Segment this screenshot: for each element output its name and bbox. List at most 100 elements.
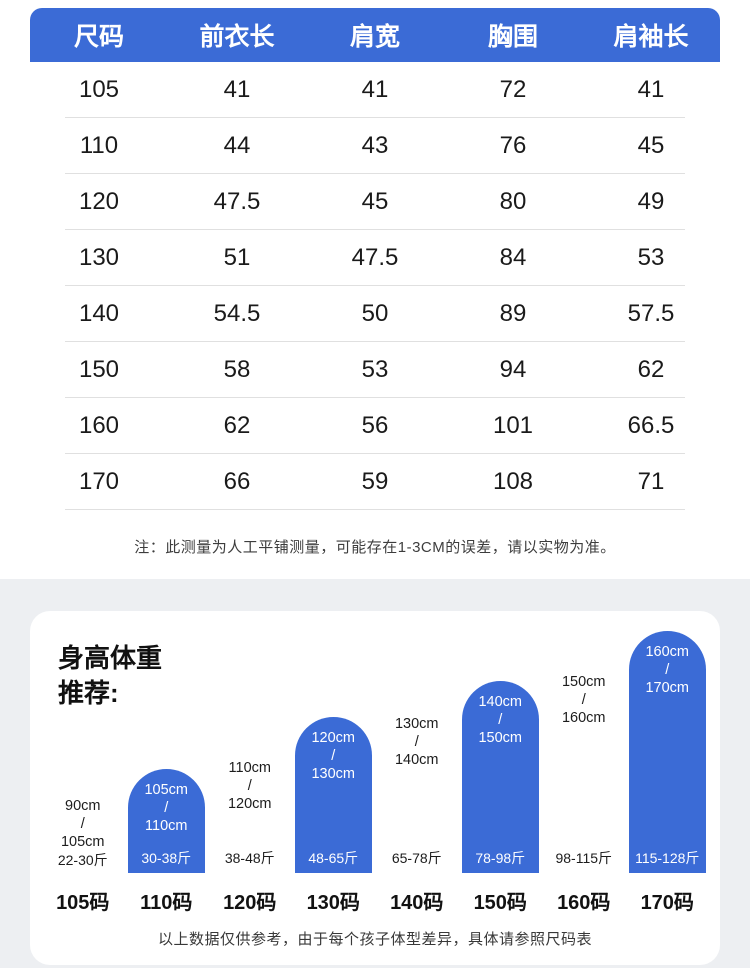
chart-column: 90cm / 105cm 22-30斤 105码 — [44, 785, 122, 914]
range-slash: / — [665, 662, 670, 678]
height-range: 110cm / 120cm — [213, 759, 287, 813]
size-pill: 140cm / 150cm 78-98斤 — [461, 681, 539, 873]
size-table-section: 尺码 前衣长 肩宽 胸围 肩袖长 105 41 41 72 41 110 44 … — [0, 0, 750, 579]
height-top: 120cm — [311, 730, 356, 746]
table-cell: 160 — [78, 412, 120, 439]
size-label: 130码 — [306, 892, 360, 914]
weight-range: 48-65斤 — [308, 850, 359, 866]
table-cell: 47.5 — [213, 188, 261, 215]
weight-range: 38-48斤 — [224, 850, 275, 866]
measurement-note: 注：此测量为人工平铺测量，可能存在1-3CM的误差，请以实物为准。 — [134, 539, 616, 556]
table-cell: 130 — [78, 244, 120, 271]
header-cell-length: 前衣长 — [199, 23, 275, 51]
size-pill: 160cm / 170cm 115-128斤 — [628, 631, 706, 873]
chart-column: 105cm / 110cm 30-38斤 110码 — [127, 769, 205, 914]
size-label: 150码 — [473, 892, 527, 914]
header-cell-shoulder: 肩宽 — [349, 23, 400, 51]
table-row: 150 58 53 94 62 — [30, 342, 720, 398]
table-cell: 45 — [637, 132, 665, 159]
table-cell: 76 — [499, 132, 527, 159]
height-range: 90cm / 105cm — [46, 797, 120, 851]
card-title-line2: 推荐: — [58, 678, 119, 708]
size-recommendation-chart: 90cm / 105cm 22-30斤 105码 105cm / 110cm 3… — [44, 631, 706, 914]
height-bottom: 140cm — [394, 752, 439, 768]
range-slash: / — [581, 692, 586, 708]
header-cell-chest: 胸围 — [487, 23, 538, 51]
size-label: 160码 — [557, 892, 611, 914]
size-label: 105码 — [56, 892, 110, 914]
height-range: 130cm / 140cm — [380, 715, 454, 769]
weight-range: 98-115斤 — [555, 850, 613, 866]
height-bottom: 120cm — [227, 796, 272, 812]
height-range: 140cm / 150cm — [464, 693, 538, 747]
chart-column: 120cm / 130cm 48-65斤 130码 — [294, 717, 372, 914]
height-top: 160cm — [645, 644, 690, 660]
table-cell: 170 — [78, 468, 120, 495]
range-slash: / — [331, 748, 336, 764]
table-cell: 58 — [223, 356, 251, 383]
card-title-line1: 身高体重 — [58, 643, 163, 673]
header-cell-sleeve: 肩袖长 — [613, 23, 689, 51]
height-top: 130cm — [394, 716, 439, 732]
table-cell: 41 — [223, 76, 251, 103]
table-cell: 44 — [223, 132, 251, 159]
height-bottom: 110cm — [145, 818, 188, 834]
size-pill: 120cm / 130cm 48-65斤 — [294, 717, 372, 873]
table-cell: 66.5 — [627, 412, 675, 439]
chart-column: 130cm / 140cm 65-78斤 140码 — [378, 703, 456, 914]
table-cell: 84 — [499, 244, 527, 271]
size-pill: 150cm / 160cm 98-115斤 — [545, 661, 623, 873]
table-cell: 110 — [79, 132, 119, 159]
chart-column: 110cm / 120cm 38-48斤 120码 — [211, 747, 289, 914]
table-body: 105 41 41 72 41 110 44 43 76 45 120 47.5… — [30, 62, 720, 510]
table-cell: 51 — [223, 244, 251, 271]
weight-range: 115-128斤 — [635, 850, 700, 866]
weight-range: 22-30斤 — [57, 852, 108, 868]
recommendation-card: 身高体重 推荐: 90cm / 105cm 22-30斤 105码 105cm … — [30, 611, 720, 965]
height-bottom: 130cm — [311, 766, 356, 782]
table-cell: 45 — [361, 188, 389, 215]
table-cell: 43 — [361, 132, 389, 159]
header-cell-size: 尺码 — [73, 23, 124, 51]
table-cell: 56 — [361, 412, 389, 439]
height-bottom: 160cm — [561, 710, 606, 726]
height-top: 105cm — [144, 782, 189, 798]
height-bottom: 170cm — [645, 680, 690, 696]
height-top: 150cm — [561, 674, 606, 690]
table-cell: 62 — [223, 412, 251, 439]
height-range: 105cm / 110cm — [130, 781, 204, 835]
size-pill: 105cm / 110cm 30-38斤 — [127, 769, 205, 873]
range-slash: / — [247, 778, 252, 794]
range-slash: / — [414, 734, 419, 750]
chart-column: 150cm / 160cm 98-115斤 160码 — [545, 661, 623, 914]
table-row: 140 54.5 50 89 57.5 — [30, 286, 720, 342]
size-label: 170码 — [640, 892, 694, 914]
table-cell: 50 — [361, 300, 389, 327]
reference-note: 以上数据仅供参考，由于每个孩子体型差异，具体请参照尺码表 — [157, 931, 592, 948]
table-cell: 71 — [637, 468, 665, 495]
size-pill: 110cm / 120cm 38-48斤 — [211, 747, 289, 873]
height-top: 90cm — [65, 798, 101, 814]
table-cell: 80 — [499, 188, 527, 215]
chart-column: 160cm / 170cm 115-128斤 170码 — [628, 631, 706, 914]
height-bottom: 105cm — [60, 834, 105, 850]
table-cell: 49 — [637, 188, 665, 215]
table-cell: 57.5 — [627, 300, 675, 327]
table-row: 120 47.5 45 80 49 — [30, 174, 720, 230]
height-bottom: 150cm — [478, 730, 523, 746]
table-cell: 94 — [499, 356, 527, 383]
size-pill: 90cm / 105cm 22-30斤 — [44, 785, 122, 873]
table-header-row: 尺码 前衣长 肩宽 胸围 肩袖长 — [30, 8, 720, 62]
height-top: 140cm — [478, 694, 523, 710]
table-cell: 62 — [637, 356, 665, 383]
table-cell: 89 — [499, 300, 527, 327]
table-cell: 66 — [223, 468, 251, 495]
table-cell: 47.5 — [351, 244, 399, 271]
range-slash: / — [164, 800, 169, 816]
table-cell: 53 — [361, 356, 389, 383]
table-cell: 150 — [78, 356, 120, 383]
table-row: 170 66 59 108 71 — [30, 454, 720, 510]
weight-range: 78-98斤 — [475, 850, 526, 866]
table-cell: 105 — [78, 76, 120, 103]
table-cell: 108 — [492, 468, 534, 495]
